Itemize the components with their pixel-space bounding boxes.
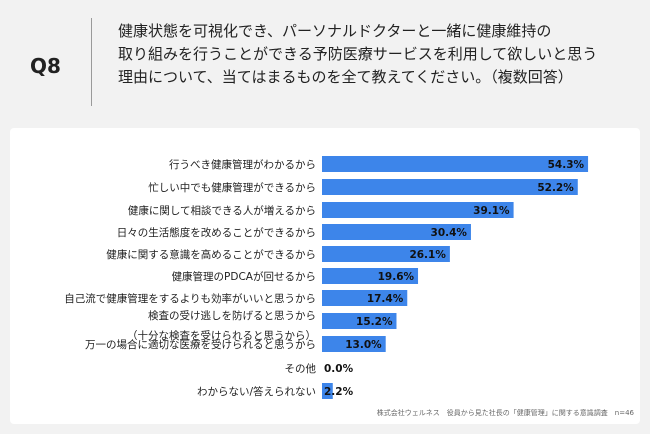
category-label-5: 健康管理のPDCAが回せるから: [172, 270, 316, 283]
bar-1: [322, 179, 578, 195]
value-label-8: 13.0%: [345, 339, 382, 351]
category-label-8: 万一の場合に適切な医療を受けられると思うから: [85, 338, 316, 351]
value-label-7: 15.2%: [356, 316, 393, 328]
value-label-10: 2.2%: [324, 386, 354, 398]
category-label-9: その他: [285, 362, 317, 375]
category-label-2: 健康に関して相談できる人が増えるから: [128, 204, 316, 217]
bar-5: [322, 268, 419, 284]
header-divider: [91, 18, 92, 106]
category-label-4: 健康に関する意識を高めることができるから: [106, 248, 316, 261]
value-label-0: 54.3%: [548, 159, 585, 171]
value-label-1: 52.2%: [537, 182, 574, 194]
bar-4: [322, 246, 450, 262]
bar-6: [322, 290, 408, 306]
bar-3: [322, 224, 471, 240]
value-label-4: 26.1%: [409, 249, 446, 261]
category-label-10: わからない/答えられない: [197, 385, 316, 398]
value-label-3: 30.4%: [431, 227, 468, 239]
question-number: Q8: [30, 54, 61, 78]
category-label-0: 行うべき健康管理がわかるから: [169, 158, 316, 171]
question-line-3: 理由について、当てはまるものを全て教えてください。（複数回答）: [118, 68, 573, 86]
category-label-6: 自己流で健康管理をするよりも効率がいいと思うから: [64, 292, 316, 305]
bar-0: [322, 156, 589, 172]
category-label-1: 忙しい中でも健康管理ができるから: [148, 181, 316, 194]
bar-10: [322, 383, 333, 399]
question-text: 健康状態を可視化でき、パーソナルドクターと一緒に健康維持の 取り組みを行うことが…: [118, 20, 638, 89]
value-label-2: 39.1%: [473, 205, 510, 217]
value-label-5: 19.6%: [378, 271, 415, 283]
survey-footnote: 株式会社ウェルネス 役員から見た社長の「健康管理」に関する意識調査 n=46: [376, 409, 634, 417]
value-label-6: 17.4%: [367, 293, 404, 305]
bar-8: [322, 336, 386, 352]
bar-2: [322, 202, 514, 218]
question-line-1: 健康状態を可視化でき、パーソナルドクターと一緒に健康維持の: [118, 22, 552, 40]
category-label-3: 日々の生活態度を改めることができるから: [117, 226, 316, 239]
category-label-7-line-1: （十分な検査を受けられると思うから）: [127, 329, 316, 342]
category-label-7-line-0: 検査の受け逃しを防げると思うから: [148, 309, 316, 322]
question-line-2: 取り組みを行うことができる予防医療サービスを利用して欲しいと思う: [118, 45, 598, 63]
bar-7: [322, 313, 397, 329]
value-label-9: 0.0%: [324, 363, 354, 375]
